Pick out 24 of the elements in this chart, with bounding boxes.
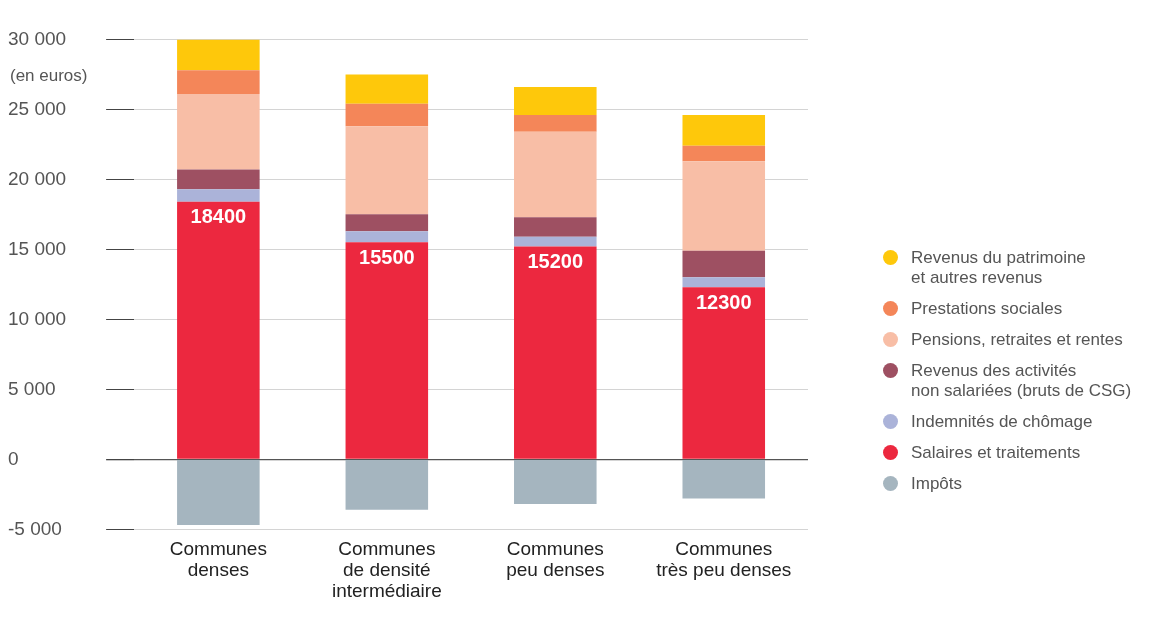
- data-label: 18400: [190, 205, 247, 228]
- y-tick-label: 25 000: [8, 97, 67, 119]
- y-tick-label: 30 000: [8, 27, 67, 49]
- data-label: 12300: [695, 290, 752, 313]
- legend-label: Indemnités de chômage: [911, 412, 1093, 432]
- y-tick-label: 5 000: [8, 377, 56, 399]
- data-label: 15200: [527, 250, 584, 273]
- data-label: 15500: [359, 245, 415, 268]
- legend-label: Pensions, retraites et rentes: [911, 330, 1123, 350]
- y-tick-label: 20 000: [8, 167, 67, 189]
- x-tick-label: Communes très peu denses: [656, 537, 792, 580]
- x-tick-label: Communes de densité intermédiaire: [331, 537, 442, 601]
- legend-label: Prestations sociales: [911, 299, 1063, 319]
- x-tick-label: Communes denses: [169, 537, 267, 580]
- y-tick-label: -5 000: [8, 517, 62, 539]
- y-tick-label: 0: [8, 447, 19, 469]
- legend-label: Salaires et traitements: [911, 443, 1081, 463]
- y-tick-label: 10 000: [8, 307, 67, 329]
- legend-label: Revenus du patrimoine et autres revenus: [911, 248, 1086, 288]
- y-tick-label: 15 000: [8, 237, 67, 259]
- legend-label: Revenus des activités non salariées (bruts de CSG): [911, 361, 1132, 401]
- legend-label: Impôts: [911, 474, 963, 494]
- y-axis-title: (en euros): [10, 66, 88, 86]
- x-tick-label: Communes peu denses: [506, 537, 605, 580]
